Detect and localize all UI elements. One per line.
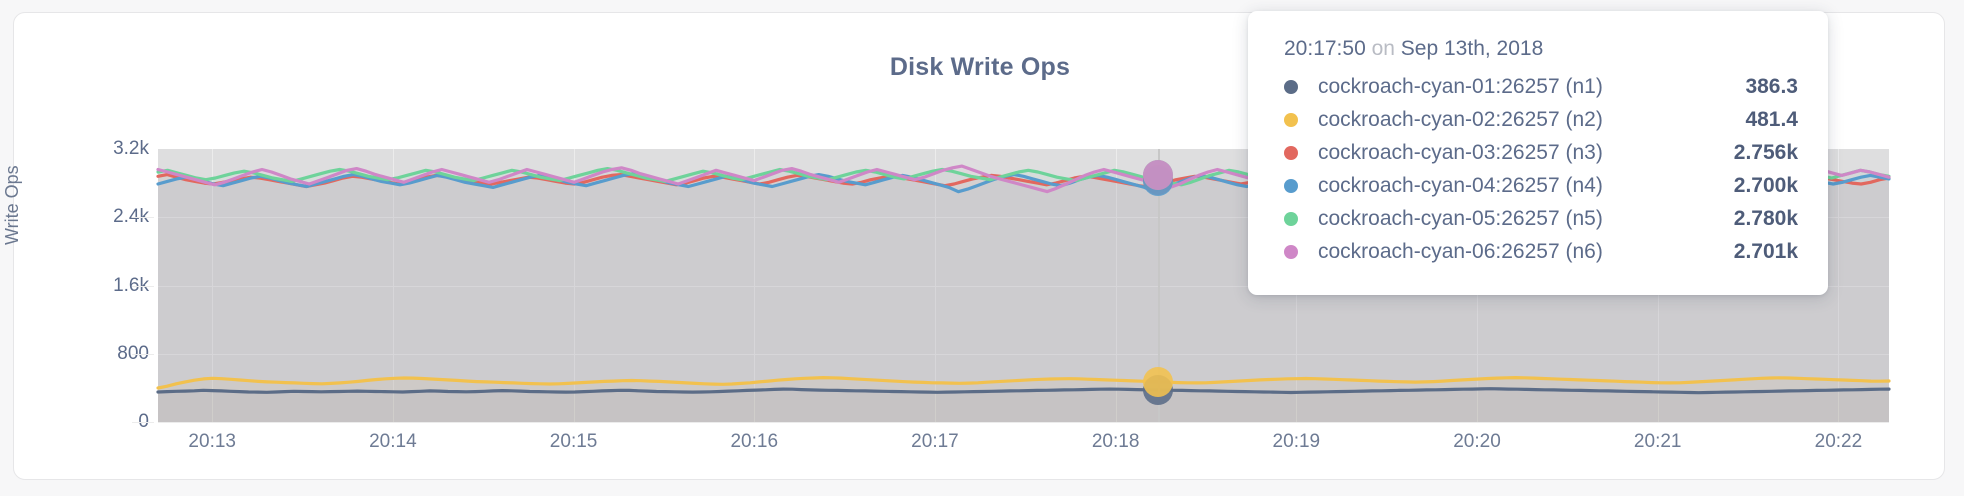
tooltip-row: cockroach-cyan-06:26257 (n6) 2.701k <box>1284 240 1798 264</box>
gridline-vertical <box>754 149 756 422</box>
legend-dot-icon <box>1284 179 1298 193</box>
gridline-horizontal <box>158 285 1889 287</box>
y-axis-label: Write Ops <box>2 165 22 245</box>
tooltip-series-label: cockroach-cyan-04:26257 (n4) <box>1318 174 1603 197</box>
tooltip-row: cockroach-cyan-01:26257 (n1) 386.3 <box>1284 75 1798 99</box>
x-tick-label: 20:21 <box>1633 431 1682 452</box>
tooltip-row: cockroach-cyan-04:26257 (n4) 2.700k <box>1284 174 1798 198</box>
tooltip-series-label: cockroach-cyan-06:26257 (n6) <box>1318 240 1603 263</box>
page-title: Disk Write Ops <box>889 53 1071 81</box>
legend-dot-icon <box>1284 113 1298 127</box>
gridline-vertical <box>392 149 394 422</box>
y-tick-label: 2.4k <box>113 206 149 228</box>
x-tick-label: 20:15 <box>549 431 598 452</box>
gridline-vertical <box>934 149 936 422</box>
x-tick-label: 20:13 <box>188 431 236 452</box>
y-tick-label: 0 <box>138 411 149 433</box>
gridline-horizontal <box>158 353 1889 355</box>
x-tick-label: 20:18 <box>1091 431 1140 452</box>
legend-dot-icon <box>1284 212 1298 226</box>
tooltip-series-value: 2.780k <box>1733 207 1798 230</box>
tooltip-series-value: 2.701k <box>1733 240 1798 263</box>
tooltip-rows: cockroach-cyan-01:26257 (n1) 386.3 cockroa… <box>1284 75 1798 264</box>
y-tick-stub <box>132 285 154 287</box>
x-tick-label: 20:19 <box>1272 431 1321 452</box>
hover-marker-n2 <box>1142 366 1173 397</box>
tooltip-series-label: cockroach-cyan-02:26257 (n2) <box>1318 108 1603 131</box>
y-tick-label: 1.6k <box>113 274 149 296</box>
series-line <box>156 387 1891 395</box>
tooltip-series-value: 481.4 <box>1745 108 1798 131</box>
x-tick-label: 20:16 <box>730 431 779 452</box>
y-tick-stub <box>132 422 154 423</box>
legend-dot-icon <box>1284 146 1298 160</box>
tooltip-series-label: cockroach-cyan-05:26257 (n5) <box>1318 207 1603 230</box>
gridline-vertical <box>573 149 575 422</box>
tooltip-on-word: on <box>1371 37 1395 60</box>
tooltip-series-value: 386.3 <box>1745 75 1798 98</box>
gridline-vertical <box>212 149 214 422</box>
x-tick-label: 20:20 <box>1453 431 1501 452</box>
y-tick-label: 3.2k <box>113 138 149 159</box>
gridline-vertical <box>1115 149 1117 422</box>
y-tick-label: 800 <box>117 342 149 364</box>
tooltip-row: cockroach-cyan-02:26257 (n2) 481.4 <box>1284 108 1798 132</box>
y-tick-stub <box>132 353 154 355</box>
series-area <box>158 388 1889 422</box>
x-tick-label: 20:14 <box>369 431 417 452</box>
gridline-horizontal <box>158 422 1889 423</box>
tooltip-row: cockroach-cyan-03:26257 (n3) 2.756k <box>1284 141 1798 165</box>
tooltip-series-label: cockroach-cyan-03:26257 (n3) <box>1318 141 1603 164</box>
legend-dot-icon <box>1284 245 1298 259</box>
series-line <box>156 376 1891 390</box>
tooltip-series-label: cockroach-cyan-01:26257 (n1) <box>1318 75 1603 98</box>
tooltip-time: 20:17:50 <box>1284 37 1366 60</box>
gridline-horizontal <box>158 217 1889 219</box>
hover-crosshair <box>1157 149 1160 422</box>
legend-dot-icon <box>1284 80 1298 94</box>
y-tick-stub <box>132 217 154 219</box>
tooltip-series-value: 2.756k <box>1733 141 1798 164</box>
x-tick-label: 20:17 <box>911 431 959 452</box>
tooltip-series-value: 2.700k <box>1733 174 1798 197</box>
gridline-vertical <box>1838 149 1840 422</box>
tooltip-date: Sep 13th, 2018 <box>1400 37 1544 60</box>
x-tick-label: 20:22 <box>1814 431 1863 452</box>
hover-tooltip: 20:17:50 on Sep 13th, 2018 cockroach-cya… <box>1248 11 1828 295</box>
tooltip-timestamp: 20:17:50 on Sep 13th, 2018 <box>1284 37 1798 61</box>
hover-marker-n6 <box>1142 160 1173 191</box>
tooltip-row: cockroach-cyan-05:26257 (n5) 2.780k <box>1284 207 1798 231</box>
